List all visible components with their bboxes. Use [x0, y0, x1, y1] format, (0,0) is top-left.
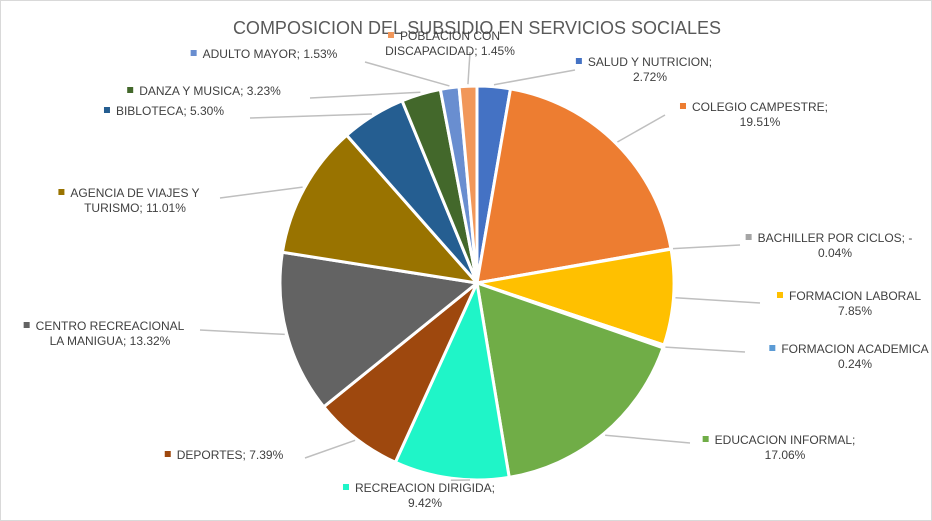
- pie-slice: [280, 133, 481, 286]
- data-label: COLEGIO CAMPESTRE; 19.51%: [692, 100, 828, 129]
- leader-line: [617, 114, 666, 143]
- leader-line: [364, 61, 450, 87]
- label-swatch: [387, 32, 394, 38]
- data-label: SALUD Y NUTRICION; 2.72%: [588, 55, 712, 84]
- leader-line: [675, 296, 761, 304]
- label-swatch: [58, 189, 65, 195]
- data-label: DEPORTES; 7.39%: [177, 448, 284, 462]
- chart-title: COMPOSICION DEL SUBSIDIO EN SERVICIOS SO…: [233, 18, 721, 38]
- data-label: ADULTO MAYOR; 1.53%: [203, 47, 338, 61]
- label-swatch: [679, 103, 686, 109]
- leader-line: [304, 439, 356, 459]
- data-label: AGENCIA DE VIAJES Y TURISMO; 11.01%: [70, 186, 199, 215]
- data-label: FORMACION LABORAL 7.85%: [789, 289, 921, 318]
- pie-slice: [393, 277, 511, 482]
- leader-line: [672, 244, 741, 250]
- label-swatch: [745, 234, 752, 240]
- leader-line: [199, 329, 285, 336]
- data-label: RECREACION DIRIGIDA; 9.42%: [355, 481, 495, 510]
- label-swatch: [127, 87, 134, 93]
- pie-slice: [278, 250, 481, 409]
- data-label: BACHILLER POR CICLOS; -0.04%: [758, 231, 913, 260]
- leader-line: [309, 91, 421, 99]
- data-label: BIBLOTECA; 5.30%: [116, 104, 224, 118]
- label-swatch: [342, 484, 349, 490]
- pie-slice: [475, 280, 665, 480]
- data-label: POBLACION CON DISCAPACIDAD; 1.45%: [385, 29, 515, 58]
- pie-slice: [457, 84, 479, 284]
- data-label: EDUCACION INFORMAL; 17.06%: [715, 433, 856, 462]
- label-swatch: [190, 50, 197, 56]
- pie-slice: [475, 87, 673, 285]
- leader-line: [493, 69, 576, 86]
- label-swatch: [776, 292, 783, 298]
- label-swatch: [702, 436, 709, 442]
- data-label: CENTRO RECREACIONAL LA MANIGUA; 13.32%: [36, 319, 185, 348]
- label-swatch: [23, 322, 30, 328]
- pie-slice: [476, 247, 676, 347]
- leader-line: [219, 186, 303, 199]
- leader-line: [249, 113, 372, 119]
- label-swatch: [575, 58, 582, 64]
- label-swatch: [769, 345, 776, 351]
- leader-line: [605, 434, 691, 444]
- data-label: FORMACION ACADEMICA 0.24%: [781, 342, 928, 371]
- label-swatch: [103, 107, 110, 113]
- data-label: DANZA Y MUSICA; 3.23%: [139, 84, 281, 98]
- label-swatch: [164, 451, 171, 457]
- leader-line: [467, 51, 471, 85]
- leader-line: [665, 346, 746, 353]
